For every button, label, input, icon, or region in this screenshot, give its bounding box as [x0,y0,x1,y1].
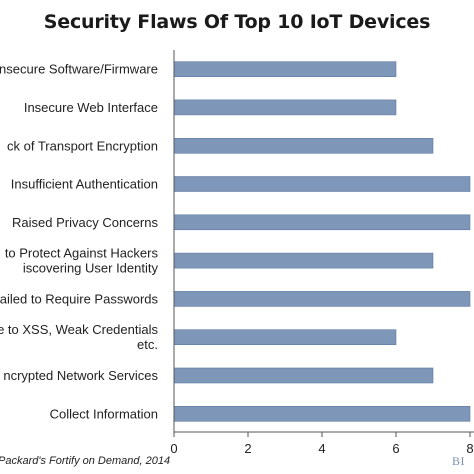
category-label-line: to Protect Against Hackers [5,246,159,261]
x-tick-label: 2 [244,441,251,456]
bar [173,367,434,384]
category-label-line: nsecure Software/Firmware [0,62,158,77]
chart-title: Security Flaws Of Top 10 IoT Devices [43,11,431,33]
category-label-line: ncrypted Network Services [3,368,158,383]
category-label-line: Insecure Web Interface [24,100,158,115]
category-label: nsecure Software/Firmware [0,62,158,77]
category-label-line: e to XSS, Weak Credentials [0,322,158,337]
category-label-line: iscovering User Identity [23,261,159,276]
category-label: Collect Information [50,406,158,421]
bar [173,252,434,269]
bar [173,99,397,116]
bar [173,176,471,192]
x-tick-label: 0 [170,441,177,456]
x-tick-label: 6 [392,441,399,456]
x-tick-label: 8 [466,441,473,456]
source-note: Packard's Fortify on Demand, 2014 [0,455,171,467]
bar [173,329,397,346]
category-label-line: ck of Transport Encryption [7,138,158,153]
category-label: Raised Privacy Concerns [12,215,158,230]
category-label-line: Raised Privacy Concerns [12,215,158,230]
category-label: ck of Transport Encryption [7,138,158,153]
bar [173,291,471,307]
category-label-line: Insufficient Authentication [11,177,158,192]
bar [173,61,397,78]
category-label: Insufficient Authentication [11,177,158,192]
category-label: to Protect Against Hackers iscovering Use… [5,246,159,276]
publisher-logo: BI [452,454,465,468]
category-label: Insecure Web Interface [24,100,158,115]
category-label: ailed to Require Passwords [0,291,158,306]
category-label: e to XSS, Weak Credentials etc. [0,322,158,352]
x-tick-label: 4 [318,441,325,456]
category-label-line: etc. [137,337,158,352]
category-label-line: ailed to Require Passwords [0,291,158,306]
bar [173,214,471,231]
category-label: ncrypted Network Services [3,368,158,383]
bar [173,138,434,154]
category-label-line: Collect Information [50,406,158,421]
bar [173,405,471,422]
